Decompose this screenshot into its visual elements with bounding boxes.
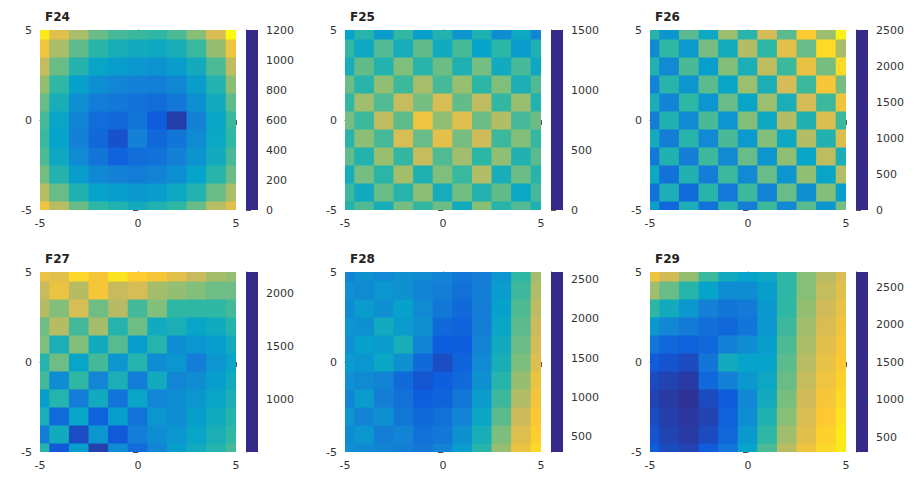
svg-text:F24: F24 xyxy=(45,10,70,24)
svg-text:-5: -5 xyxy=(340,217,351,230)
svg-text:-5: -5 xyxy=(631,446,642,459)
svg-text:F29: F29 xyxy=(655,252,680,266)
svg-text:5: 5 xyxy=(538,217,545,230)
svg-text:0: 0 xyxy=(745,217,752,230)
svg-text:5: 5 xyxy=(233,459,240,472)
svg-text:5: 5 xyxy=(843,217,850,230)
svg-text:1000: 1000 xyxy=(876,132,904,145)
svg-text:0: 0 xyxy=(876,204,883,217)
svg-text:F27: F27 xyxy=(45,252,70,266)
svg-text:0: 0 xyxy=(330,356,337,369)
svg-text:2000: 2000 xyxy=(876,60,904,73)
svg-text:-5: -5 xyxy=(631,204,642,217)
svg-text:-5: -5 xyxy=(645,459,656,472)
svg-text:-5: -5 xyxy=(340,459,351,472)
svg-text:200: 200 xyxy=(266,174,287,187)
svg-text:-5: -5 xyxy=(645,217,656,230)
svg-text:500: 500 xyxy=(571,430,592,443)
svg-text:1500: 1500 xyxy=(266,340,294,353)
svg-text:F26: F26 xyxy=(655,10,680,24)
svg-text:1200: 1200 xyxy=(266,24,294,37)
svg-text:1500: 1500 xyxy=(571,24,599,37)
svg-text:0: 0 xyxy=(571,204,578,217)
svg-text:0: 0 xyxy=(135,459,142,472)
svg-text:500: 500 xyxy=(876,431,897,444)
svg-text:0: 0 xyxy=(635,114,642,127)
svg-text:1000: 1000 xyxy=(876,393,904,406)
svg-text:0: 0 xyxy=(635,356,642,369)
svg-text:-5: -5 xyxy=(35,217,46,230)
svg-text:1000: 1000 xyxy=(266,393,294,406)
svg-text:0: 0 xyxy=(440,217,447,230)
svg-text:1500: 1500 xyxy=(571,352,599,365)
svg-text:-5: -5 xyxy=(326,446,337,459)
svg-text:0: 0 xyxy=(135,217,142,230)
svg-text:5: 5 xyxy=(843,459,850,472)
svg-text:1000: 1000 xyxy=(571,391,599,404)
svg-text:-5: -5 xyxy=(35,459,46,472)
svg-text:2500: 2500 xyxy=(876,24,904,37)
svg-text:2500: 2500 xyxy=(876,281,904,294)
svg-text:5: 5 xyxy=(330,266,337,279)
svg-text:0: 0 xyxy=(266,204,273,217)
svg-text:500: 500 xyxy=(876,168,897,181)
svg-text:0: 0 xyxy=(25,356,32,369)
svg-text:5: 5 xyxy=(330,24,337,37)
svg-text:2000: 2000 xyxy=(266,287,294,300)
svg-text:-5: -5 xyxy=(326,204,337,217)
svg-text:1500: 1500 xyxy=(876,96,904,109)
svg-text:5: 5 xyxy=(25,24,32,37)
svg-text:2000: 2000 xyxy=(876,318,904,331)
svg-text:5: 5 xyxy=(538,459,545,472)
svg-text:1000: 1000 xyxy=(266,54,294,67)
svg-text:0: 0 xyxy=(25,114,32,127)
svg-text:2500: 2500 xyxy=(571,273,599,286)
svg-text:0: 0 xyxy=(440,459,447,472)
svg-text:5: 5 xyxy=(233,217,240,230)
svg-text:1500: 1500 xyxy=(876,356,904,369)
svg-text:0: 0 xyxy=(745,459,752,472)
svg-text:-5: -5 xyxy=(21,446,32,459)
svg-text:600: 600 xyxy=(266,114,287,127)
svg-text:400: 400 xyxy=(266,144,287,157)
svg-text:2000: 2000 xyxy=(571,312,599,325)
svg-text:-5: -5 xyxy=(21,204,32,217)
svg-text:F28: F28 xyxy=(350,252,375,266)
svg-text:F25: F25 xyxy=(350,10,375,24)
svg-text:800: 800 xyxy=(266,84,287,97)
svg-text:1000: 1000 xyxy=(571,84,599,97)
svg-text:5: 5 xyxy=(635,24,642,37)
svg-text:5: 5 xyxy=(25,266,32,279)
svg-text:5: 5 xyxy=(635,266,642,279)
svg-text:500: 500 xyxy=(571,144,592,157)
svg-text:0: 0 xyxy=(330,114,337,127)
